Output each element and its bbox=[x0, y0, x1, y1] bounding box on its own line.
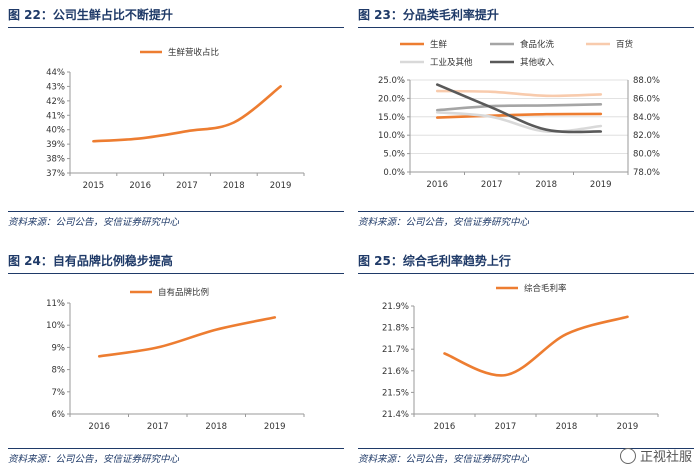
legend-label: 其他收入 bbox=[520, 57, 555, 68]
x-tick-label: 2018 bbox=[535, 180, 557, 190]
y-tick-label: 8% bbox=[52, 366, 66, 376]
y2-tick-label: 86.0% bbox=[633, 94, 660, 104]
chart-title: 图 25：综合毛利率趋势上行 bbox=[358, 254, 511, 268]
y-tick-label: 21.7% bbox=[382, 345, 409, 355]
source-rule bbox=[8, 211, 344, 212]
source-note: 资料来源：公司公告，安信证券研究中心 bbox=[358, 454, 530, 465]
source-rule bbox=[358, 211, 694, 212]
series-line bbox=[435, 89, 603, 98]
legend-label: 综合毛利率 bbox=[524, 283, 567, 294]
y-tick-label: 0.0% bbox=[383, 168, 405, 178]
x-tick-label: 2015 bbox=[83, 181, 105, 191]
y-tick-label: 38% bbox=[46, 155, 65, 165]
x-tick-label: 2018 bbox=[205, 422, 227, 432]
chart-canvas: 37% 38% 39% 40% 41% 42% 43% 44% 2015 2016 2017 2018… bbox=[46, 47, 305, 191]
y-tick-label: 11% bbox=[46, 299, 65, 309]
legend-label: 工业及其他 bbox=[430, 57, 473, 68]
x-tick-label: 2019 bbox=[264, 422, 286, 432]
x-tick-label: 2018 bbox=[223, 181, 245, 191]
title-rule bbox=[8, 273, 344, 274]
y-tick-label: 42% bbox=[46, 97, 65, 107]
series-line bbox=[97, 316, 277, 358]
y-tick-label: 5.0% bbox=[383, 150, 405, 160]
title-rule bbox=[8, 27, 344, 28]
y-tick-label: 44% bbox=[46, 68, 65, 78]
y-tick-label: 7% bbox=[52, 388, 66, 398]
chart-panel-25: 图 25：综合毛利率趋势上行 21.4% 21.5% 21.6% 21.7% 21.8%… bbox=[358, 250, 694, 471]
source-note: 资料来源：公司公告，安信证券研究中心 bbox=[358, 217, 530, 228]
chart-canvas: 21.4% 21.5% 21.6% 21.7% 21.8% 21.9% 2016 2017 20… bbox=[382, 283, 659, 432]
watermark-text: 正视社服 bbox=[639, 450, 692, 465]
series-line bbox=[435, 111, 603, 134]
chart-canvas: 0.0% 5.0% 10.0% 15.0% 20.0% 25.0% 78.0% 80.0% 82… bbox=[378, 39, 660, 190]
x-tick-label: 2016 bbox=[129, 181, 151, 191]
source-rule bbox=[8, 448, 344, 449]
y-tick-label: 10.0% bbox=[378, 131, 405, 141]
series-line bbox=[435, 112, 603, 119]
series-line bbox=[92, 85, 282, 143]
x-tick-label: 2016 bbox=[88, 422, 110, 432]
x-tick-label: 2017 bbox=[147, 422, 169, 432]
series-line bbox=[435, 103, 603, 112]
x-tick-label: 2019 bbox=[270, 181, 292, 191]
legend-label: 食品化洗 bbox=[520, 39, 555, 50]
title-rule bbox=[358, 27, 694, 28]
y-tick-label: 43% bbox=[46, 82, 65, 92]
y-tick-label: 21.9% bbox=[382, 302, 409, 312]
x-tick-label: 2017 bbox=[176, 181, 198, 191]
y-tick-label: 10% bbox=[46, 321, 65, 331]
y-tick-label: 39% bbox=[46, 140, 65, 150]
y-tick-label: 37% bbox=[46, 169, 65, 179]
chart-panel-22: 图 22：公司生鲜占比不断提升 37% 38% 39% 40% 41% 42% 43% 44%… bbox=[8, 4, 344, 232]
watermark: 正视社服 bbox=[619, 446, 692, 465]
x-tick-label: 2017 bbox=[481, 180, 503, 190]
y-tick-label: 25.0% bbox=[378, 76, 405, 86]
series-line bbox=[443, 315, 629, 377]
source-rule bbox=[358, 448, 694, 449]
x-tick-label: 2019 bbox=[590, 180, 612, 190]
y-tick-label: 40% bbox=[46, 126, 65, 136]
x-tick-label: 2017 bbox=[495, 422, 517, 432]
legend-label: 生鲜 bbox=[430, 39, 448, 50]
x-tick-label: 2016 bbox=[434, 422, 456, 432]
y-tick-label: 21.4% bbox=[382, 410, 409, 420]
x-tick-label: 2018 bbox=[556, 422, 578, 432]
source-note: 资料来源：公司公告，安信证券研究中心 bbox=[8, 217, 180, 228]
source-note: 资料来源：公司公告，安信证券研究中心 bbox=[8, 454, 180, 465]
y2-tick-label: 80.0% bbox=[633, 150, 660, 160]
x-tick-label: 2019 bbox=[617, 422, 639, 432]
legend-label: 自有品牌比例 bbox=[158, 287, 209, 298]
x-tick-label: 2016 bbox=[426, 180, 448, 190]
y-tick-label: 20.0% bbox=[378, 94, 405, 104]
chart-title: 图 23：分品类毛利率提升 bbox=[358, 8, 499, 22]
chart-canvas: 6% 7% 8% 9% 10% 11% 2016 2017 2018 2019 自有品牌比例 bbox=[46, 287, 305, 432]
y-tick-label: 6% bbox=[52, 410, 66, 420]
chart-panel-23: 图 23：分品类毛利率提升 0.0% 5.0% 10.0% 15.0% 20.0% 25.… bbox=[358, 4, 694, 232]
chart-panel-24: 图 24：自有品牌比例稳步提高 6% 7% 8% 9% 10% 11% 2016 2017 20… bbox=[8, 250, 344, 471]
title-rule bbox=[358, 273, 694, 274]
y2-tick-label: 78.0% bbox=[633, 168, 660, 178]
y2-tick-label: 84.0% bbox=[633, 113, 660, 123]
chart-title: 图 24：自有品牌比例稳步提高 bbox=[8, 254, 173, 268]
y-tick-label: 41% bbox=[46, 111, 65, 121]
legend-label: 生鲜营收占比 bbox=[168, 47, 219, 58]
chart-title: 图 22：公司生鲜占比不断提升 bbox=[8, 8, 173, 22]
y-tick-label: 21.8% bbox=[382, 324, 409, 334]
series-line bbox=[435, 83, 603, 134]
wechat-icon bbox=[619, 447, 636, 464]
y-tick-label: 21.5% bbox=[382, 388, 409, 398]
y-tick-label: 15.0% bbox=[378, 113, 405, 123]
y2-tick-label: 82.0% bbox=[633, 131, 660, 141]
legend-label: 百货 bbox=[616, 39, 634, 50]
y-tick-label: 21.6% bbox=[382, 367, 409, 377]
y-tick-label: 9% bbox=[52, 343, 66, 353]
y2-tick-label: 88.0% bbox=[633, 76, 660, 86]
